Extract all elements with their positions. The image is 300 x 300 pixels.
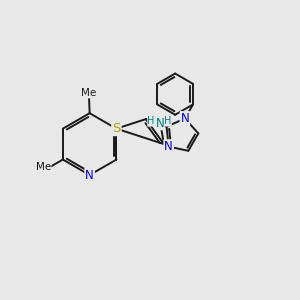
Text: S: S bbox=[112, 122, 121, 135]
Text: N: N bbox=[85, 169, 94, 182]
Text: H: H bbox=[164, 116, 172, 126]
Text: N: N bbox=[164, 140, 173, 153]
Text: H: H bbox=[147, 116, 155, 126]
Text: N: N bbox=[181, 112, 189, 125]
Text: Me: Me bbox=[36, 162, 51, 172]
Text: Me: Me bbox=[81, 88, 97, 98]
Text: N: N bbox=[156, 117, 164, 130]
